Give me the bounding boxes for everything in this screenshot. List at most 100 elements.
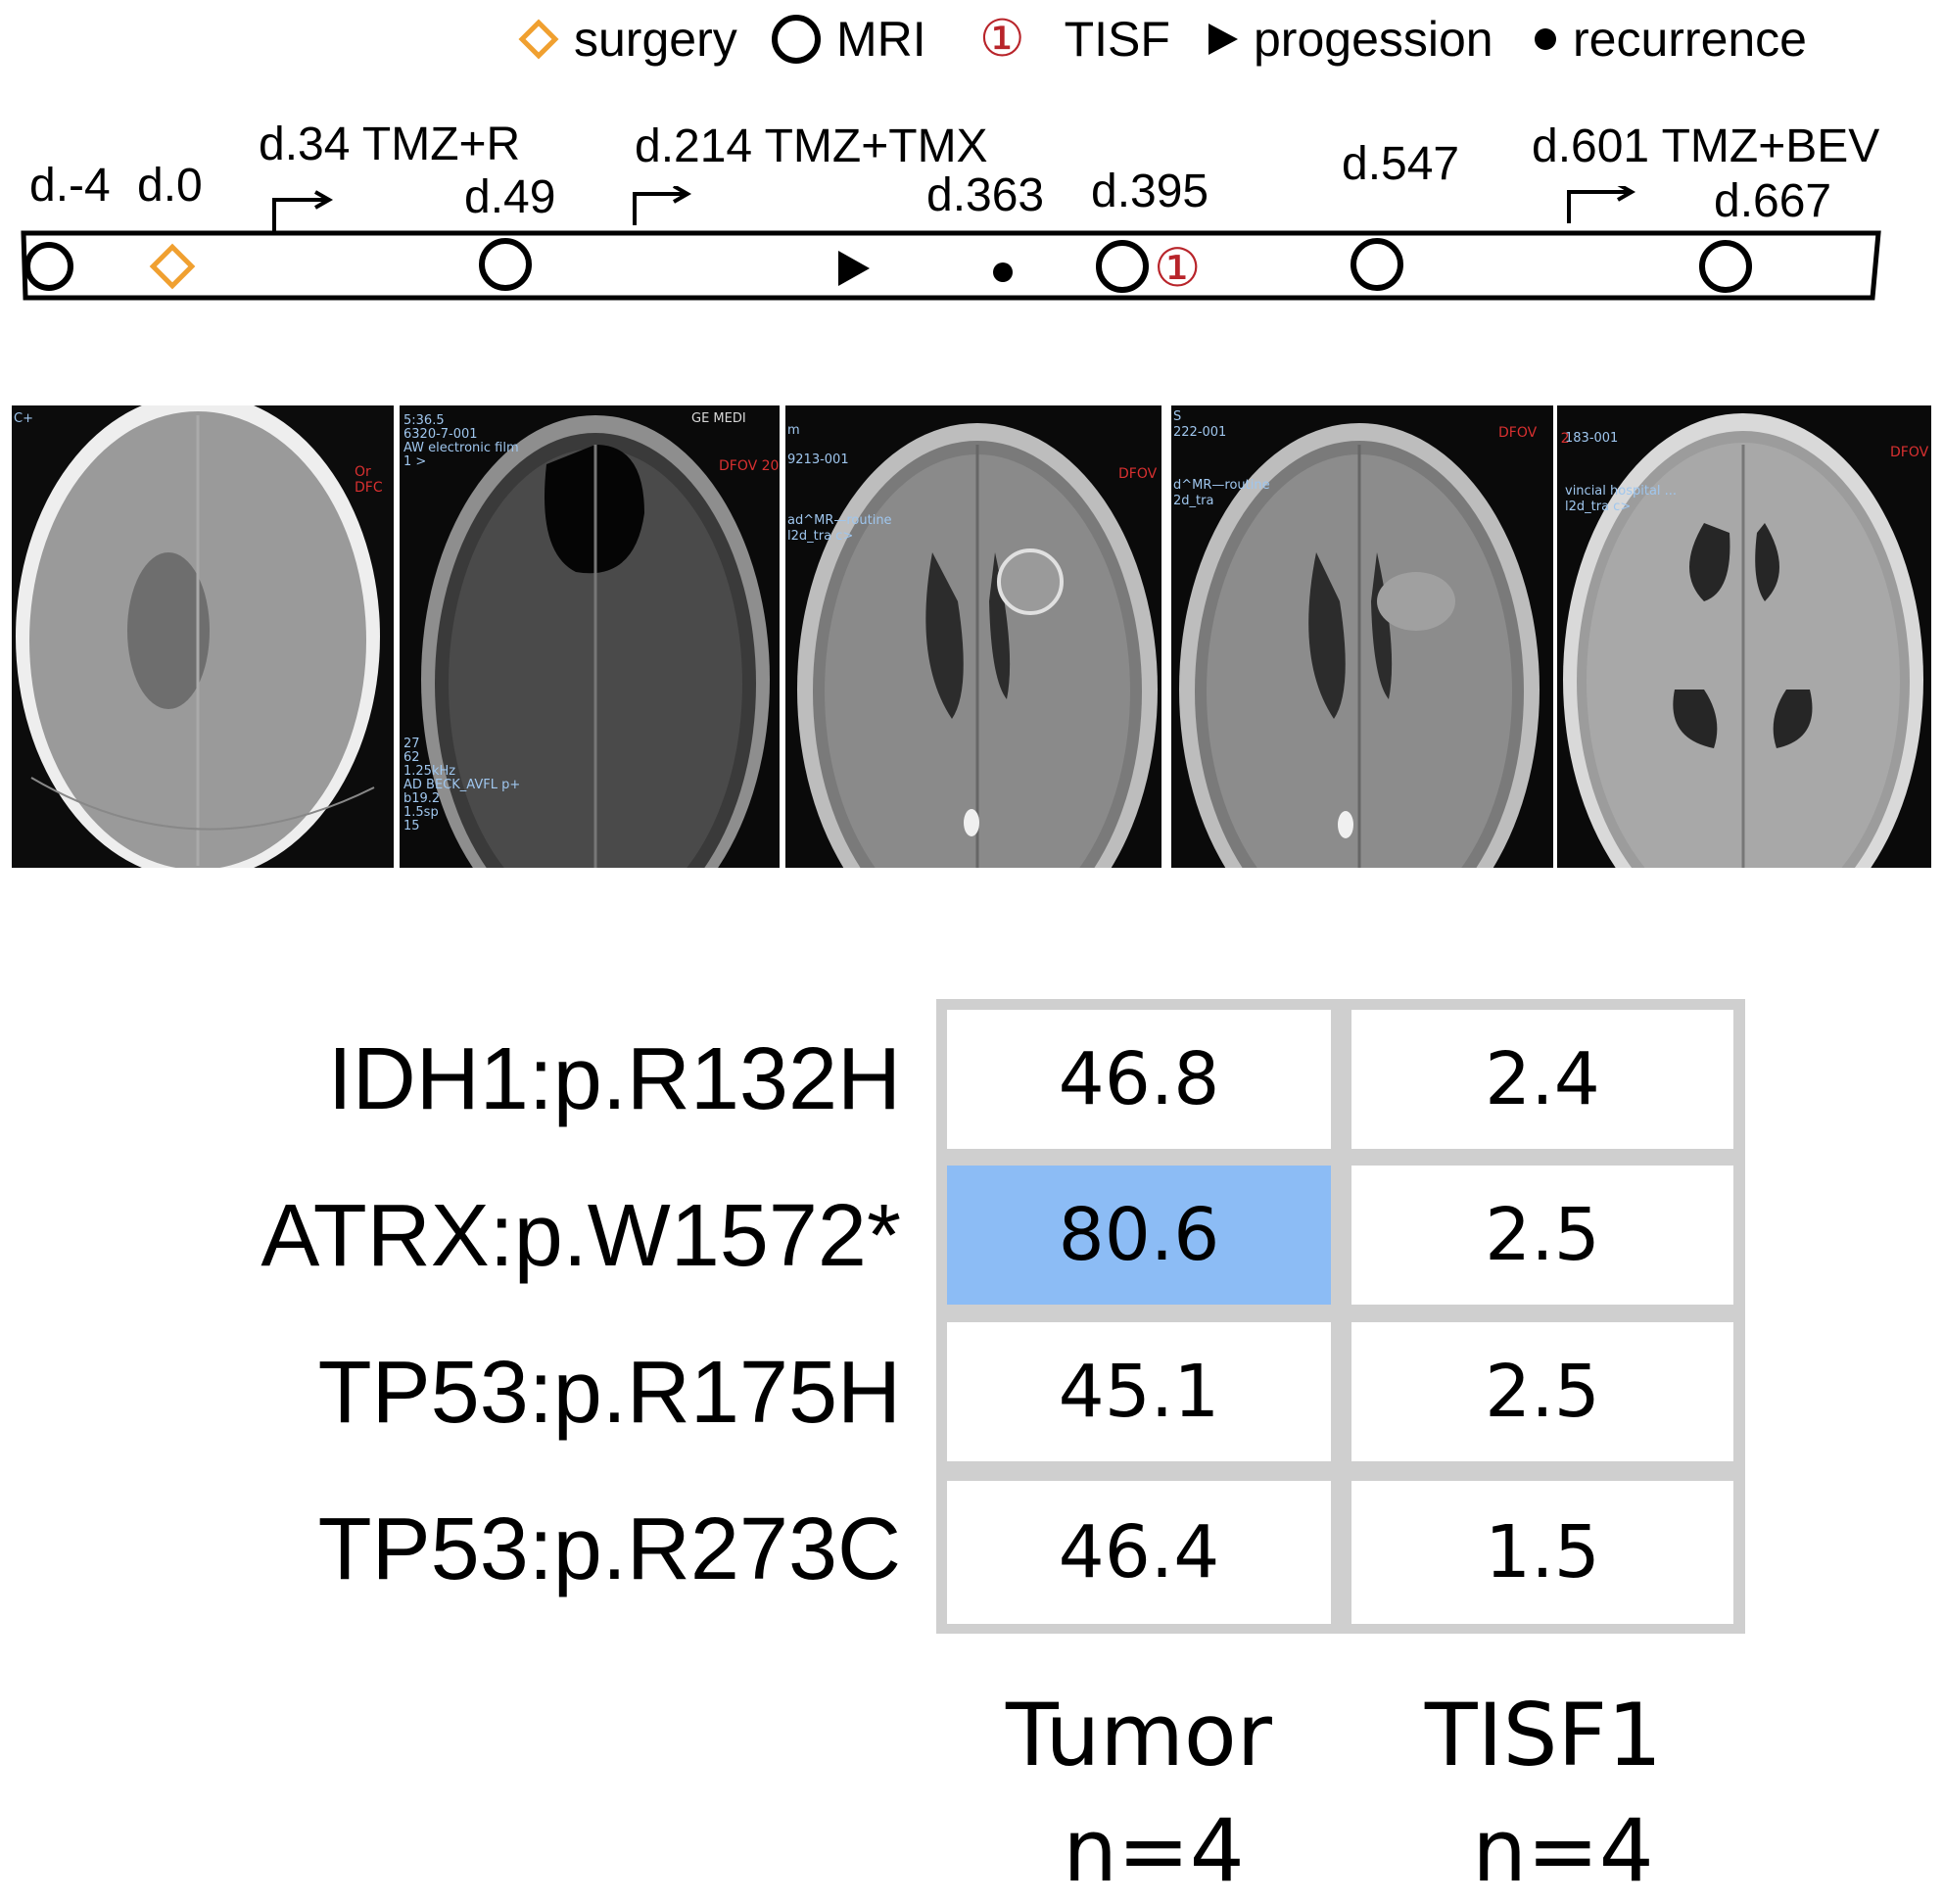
scan-overlay-text: 1 > [403, 454, 427, 469]
timeline-frame [21, 230, 1881, 301]
tisf1-cell: 1.5 [1351, 1481, 1733, 1624]
cell-value: 2.4 [1485, 1037, 1600, 1121]
tisf1-cell: 2.4 [1351, 1010, 1733, 1149]
legend-label: surgery [574, 12, 737, 67]
scan-overlay-text: AD BECK_AVFL p+ [403, 778, 521, 792]
brain-mri-graphic [1179, 423, 1540, 868]
scan-overlay-text: ad^MR—routine [787, 513, 892, 528]
tisf1-cell: 2.5 [1351, 1322, 1733, 1461]
tisf-marker-icon: ① [1154, 237, 1202, 299]
scan-overlay-text: 6320-7-001 [403, 427, 478, 442]
column-n-tumor: n=4 [1063, 1800, 1245, 1901]
scan-overlay-text: 1.5sp [403, 805, 439, 820]
brain-mri-graphic [1563, 413, 1923, 868]
cell-value: 2.5 [1485, 1350, 1600, 1434]
timeline-label: d.601 TMZ+BEV [1532, 120, 1880, 172]
cell-value: 2.5 [1485, 1193, 1600, 1277]
scan-overlay-text: l2d_tra c> [787, 529, 854, 544]
legend-label: recurrence [1573, 12, 1807, 67]
row-label: TP53:p.R175H [317, 1344, 901, 1442]
timeline-label: d.34 TMZ+R [259, 119, 521, 170]
start-arrow-icon [633, 186, 692, 225]
cell-value: 46.4 [1058, 1510, 1220, 1595]
mri-circle-icon [1699, 240, 1752, 293]
scan-red-text: DFOV [1118, 466, 1158, 482]
scan-overlay-text: AW electronic film [403, 441, 519, 455]
legend-item-recurrence: recurrence [1532, 10, 1807, 69]
cell-value: 45.1 [1058, 1350, 1220, 1434]
scan-overlay-text: 2d_tra [1173, 494, 1214, 508]
start-arrow-icon [272, 190, 334, 231]
scan-overlay-text: m [787, 423, 800, 438]
scan-overlay-text: 15 [403, 819, 420, 833]
start-arrow-icon [1567, 186, 1636, 223]
brain-mri-graphic [421, 415, 770, 868]
legend-item-mri: MRI [770, 10, 926, 69]
tumor-cell: 46.8 [947, 1010, 1331, 1149]
timeline-bar [21, 186, 1881, 301]
mri-circle-icon [1096, 240, 1149, 293]
timeline-label: d.667 [1714, 175, 1832, 227]
timeline-label: d.214 TMZ+TMX [635, 120, 988, 172]
mri-scan-image: m 9213-001 ad^MR—routine l2d_tra c> DFOV [785, 405, 1161, 868]
cell-value: 80.6 [1058, 1193, 1220, 1277]
timeline-label: d.-4 [29, 160, 111, 212]
mri-circle-icon [479, 238, 532, 291]
scan-overlay-text: S [1173, 409, 1182, 424]
tumor-cell-highlighted: 80.6 [947, 1166, 1331, 1305]
row-label: ATRX:p.W1572* [261, 1187, 901, 1285]
mri-scan-image: 183-001 vincial hospital ... l2d_tra c> … [1557, 405, 1931, 868]
legend-item-tisf: ① TISF [979, 10, 1170, 69]
scan-overlay-text: 9213-001 [787, 452, 849, 467]
scan-overlay-text: 183-001 [1565, 431, 1619, 446]
brain-ct-graphic [16, 405, 380, 868]
timeline-label: d.547 [1342, 138, 1460, 190]
scan-overlay-text: 5:36.5 [403, 413, 445, 428]
row-label: IDH1:p.R132H [327, 1030, 901, 1128]
legend-label: MRI [836, 12, 926, 67]
scan-overlay-text: vincial hospital ... [1565, 484, 1678, 499]
scan-overlay-text: 222-001 [1173, 425, 1227, 440]
scan-red-text: Or [355, 464, 371, 480]
diamond-icon [518, 19, 559, 60]
scan-overlay-text: l2d_tra c> [1565, 500, 1632, 514]
ct-scan-image: C+ Or DFC [12, 405, 394, 868]
timeline-label: d.49 [464, 171, 556, 223]
mri-scan-image: 5:36.5 6320-7-001 AW electronic film 1 >… [400, 405, 780, 868]
scan-red-text: DFOV 20 [719, 458, 780, 474]
scan-red-text: DFOV [1498, 425, 1538, 441]
tumor-cell: 46.4 [947, 1481, 1331, 1624]
column-label-tumor: Tumor [1006, 1685, 1272, 1785]
scan-overlay-text: 27 [403, 737, 420, 751]
legend-label: TISF [1064, 12, 1170, 67]
circle-icon [772, 15, 821, 64]
surgery-diamond-icon [149, 243, 196, 290]
scan-overlay-text: 62 [403, 750, 420, 765]
progression-triangle-icon [838, 251, 870, 286]
cell-value: 46.8 [1058, 1037, 1220, 1121]
scan-overlay-text: C+ [14, 411, 33, 426]
legend-item-surgery: surgery [517, 10, 737, 69]
mri-circle-icon [24, 242, 73, 291]
legend-item-progression: progession [1207, 10, 1493, 69]
column-n-tisf1: n=4 [1472, 1800, 1654, 1901]
recurrence-dot-icon [993, 262, 1013, 282]
scan-header-text: GE MEDI [691, 411, 746, 426]
mri-circle-icon [1351, 238, 1403, 291]
scan-overlay-text: d^MR—routine [1173, 478, 1270, 493]
triangle-right-icon [1208, 24, 1238, 55]
timeline-label: d.0 [137, 160, 203, 212]
timeline-label: d.395 [1091, 166, 1209, 217]
row-label: TP53:p.R273C [317, 1500, 901, 1598]
legend-label: progession [1254, 12, 1493, 67]
dot-icon [1535, 28, 1556, 50]
circled-one-icon: ① [979, 10, 1025, 69]
tumor-cell: 45.1 [947, 1322, 1331, 1461]
scan-overlay-text: 1.25kHz [403, 764, 456, 779]
scan-red-text: DFOV [1890, 445, 1929, 460]
timeline-label: d.363 [926, 169, 1045, 221]
mri-scan-image: S 222-001 d^MR—routine 2d_tra DFOV [1171, 405, 1553, 868]
tisf1-cell: 2.5 [1351, 1166, 1733, 1305]
scan-overlay-text: b19.2 [403, 791, 441, 806]
brain-mri-graphic [797, 423, 1158, 868]
